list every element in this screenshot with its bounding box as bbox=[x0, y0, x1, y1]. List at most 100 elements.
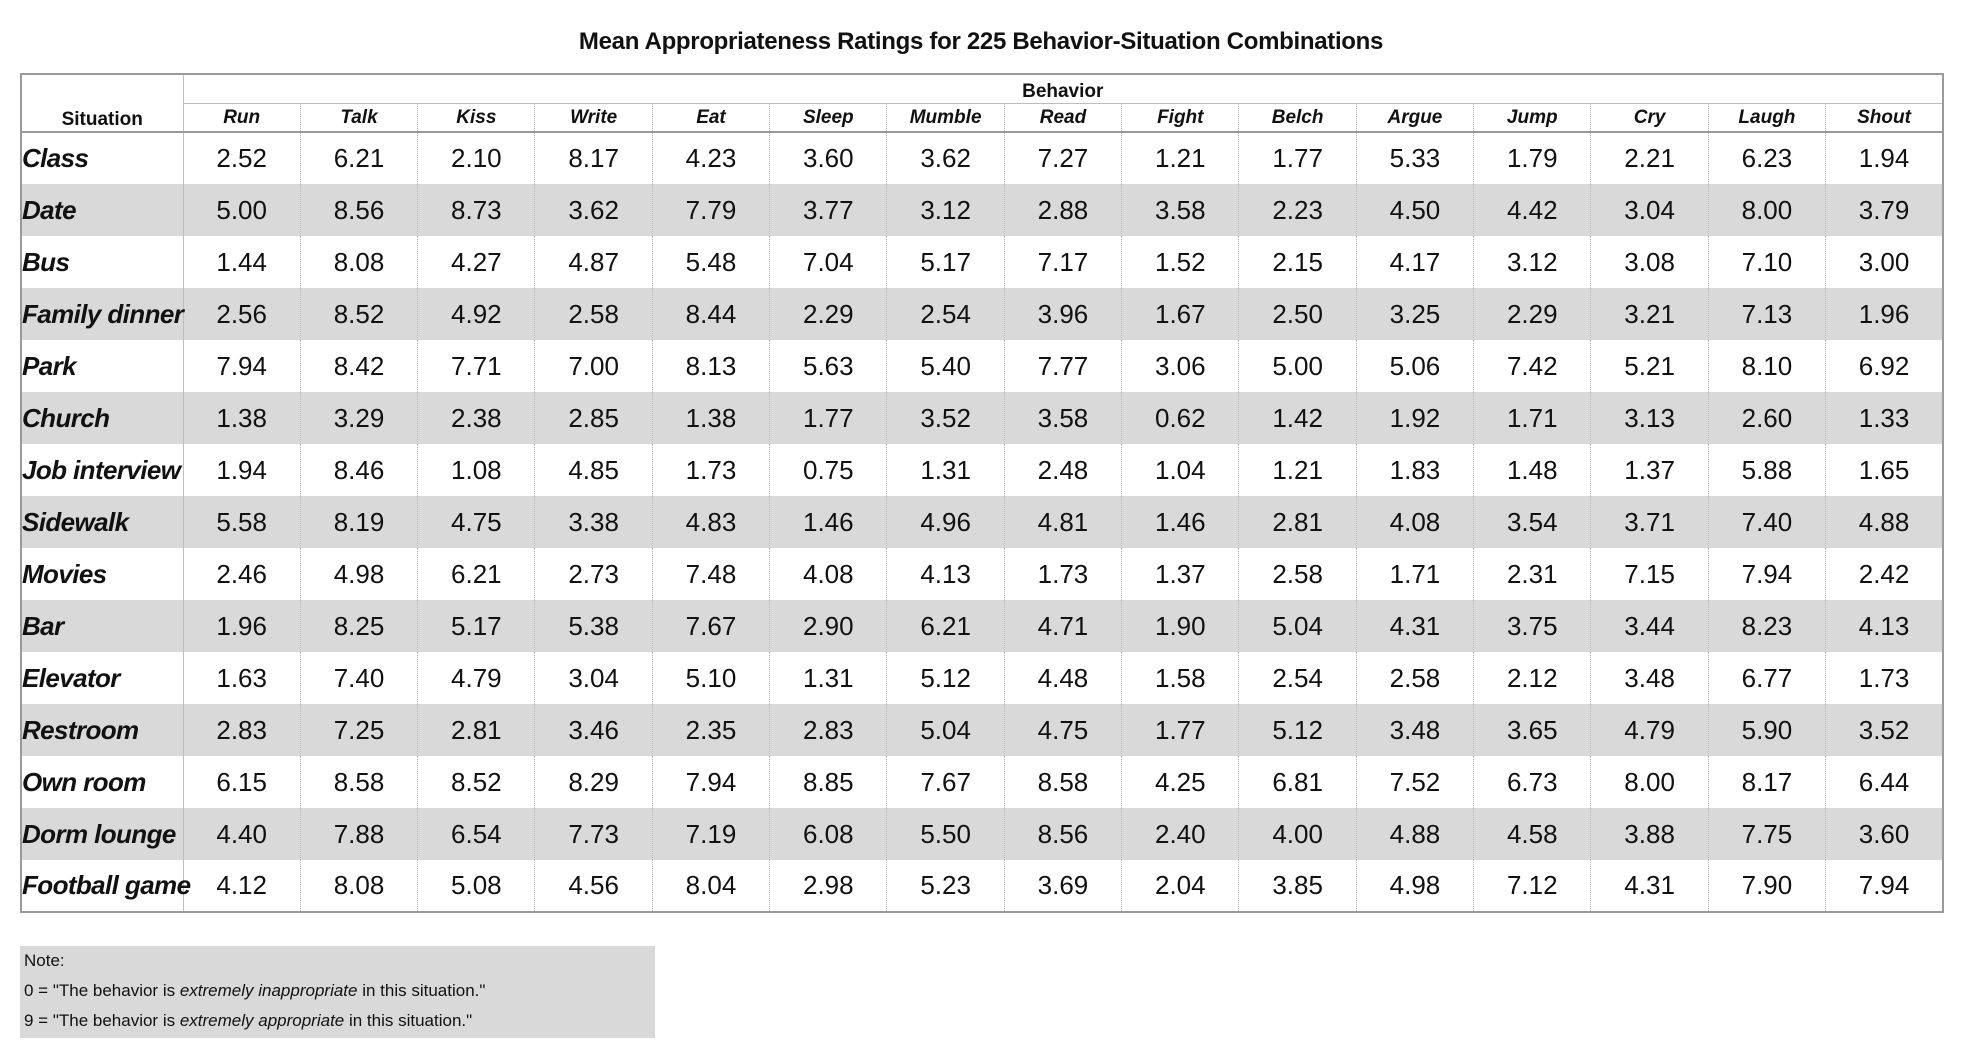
rating-cell: 3.69 bbox=[1003, 860, 1122, 912]
rating-cell: 3.00 bbox=[1825, 236, 1943, 288]
rating-cell: 2.60 bbox=[1707, 392, 1826, 444]
rating-cell: 0.62 bbox=[1121, 392, 1239, 444]
rating-cell: 4.98 bbox=[299, 548, 418, 600]
rating-cell: 2.58 bbox=[1355, 652, 1474, 704]
rating-cell: 7.94 bbox=[1825, 860, 1943, 912]
rating-cell: 6.77 bbox=[1707, 652, 1826, 704]
rating-cell: 1.21 bbox=[1121, 132, 1239, 184]
note-emphasis: extremely appropriate bbox=[179, 1011, 345, 1030]
rating-cell: 2.88 bbox=[1003, 184, 1122, 236]
rating-cell: 1.44 bbox=[182, 236, 301, 288]
rating-cell: 8.42 bbox=[299, 340, 418, 392]
rating-cell: 6.81 bbox=[1238, 756, 1357, 808]
rating-cell: 8.17 bbox=[1707, 756, 1826, 808]
rating-cell: 4.79 bbox=[1590, 704, 1709, 756]
table-title: Mean Appropriateness Ratings for 225 Beh… bbox=[578, 28, 1384, 55]
column-header-belch: Belch bbox=[1238, 103, 1357, 133]
rating-cell: 7.67 bbox=[651, 600, 770, 652]
rating-cell: 7.10 bbox=[1707, 236, 1826, 288]
rating-cell: 1.63 bbox=[182, 652, 301, 704]
note-line-nine: 9 = "The behavior is extremely appropria… bbox=[24, 1011, 473, 1030]
rating-cell: 1.94 bbox=[1825, 132, 1943, 184]
rating-cell: 2.15 bbox=[1238, 236, 1357, 288]
rating-cell: 1.46 bbox=[1121, 496, 1239, 548]
rating-cell: 8.56 bbox=[299, 184, 418, 236]
rating-cell: 7.90 bbox=[1707, 860, 1826, 912]
rating-cell: 2.31 bbox=[1473, 548, 1591, 600]
table-row: Restroom 2.83 7.25 2.81 3.46 2.35 2.83 5.04 4.75… bbox=[21, 704, 1943, 756]
rating-cell: 7.13 bbox=[1707, 288, 1826, 340]
rating-cell: 7.52 bbox=[1355, 756, 1474, 808]
rating-cell: 4.31 bbox=[1355, 600, 1474, 652]
rating-cell: 1.90 bbox=[1121, 600, 1239, 652]
situation-label: Elevator bbox=[22, 662, 120, 693]
rating-cell: 3.46 bbox=[534, 704, 653, 756]
rating-cell: 6.21 bbox=[417, 548, 535, 600]
rating-cell: 1.73 bbox=[1003, 548, 1122, 600]
rating-cell: 7.67 bbox=[886, 756, 1005, 808]
note-heading: Note: bbox=[24, 951, 65, 970]
rating-cell: 2.81 bbox=[1238, 496, 1357, 548]
rating-cell: 2.29 bbox=[1473, 288, 1591, 340]
situation-label: Movies bbox=[22, 558, 107, 589]
rating-cell: 3.13 bbox=[1590, 392, 1709, 444]
rating-cell: 7.48 bbox=[651, 548, 770, 600]
rating-cell: 1.42 bbox=[1238, 392, 1357, 444]
rating-cell: 3.06 bbox=[1121, 340, 1239, 392]
table-row: Football game 4.12 8.08 5.08 4.56 8.04 2.98 5.2… bbox=[21, 860, 1943, 912]
rating-cell: 1.71 bbox=[1355, 548, 1474, 600]
rating-cell: 5.12 bbox=[886, 652, 1005, 704]
rating-cell: 2.21 bbox=[1590, 132, 1709, 184]
rating-cell: 4.00 bbox=[1238, 808, 1357, 860]
rating-cell: 8.00 bbox=[1590, 756, 1709, 808]
rating-cell: 3.75 bbox=[1473, 600, 1591, 652]
rating-cell: 1.73 bbox=[651, 444, 770, 496]
rating-cell: 4.17 bbox=[1355, 236, 1474, 288]
rating-cell: 4.25 bbox=[1121, 756, 1239, 808]
column-header-kiss: Kiss bbox=[417, 103, 535, 133]
situation-label: Restroom bbox=[22, 714, 139, 745]
rating-cell: 3.12 bbox=[1473, 236, 1591, 288]
rating-cell: 4.56 bbox=[534, 860, 653, 912]
rating-cell: 3.48 bbox=[1355, 704, 1474, 756]
rating-cell: 5.17 bbox=[886, 236, 1005, 288]
rating-cell: 4.87 bbox=[534, 236, 653, 288]
rating-cell: 3.58 bbox=[1121, 184, 1239, 236]
rating-cell: 1.96 bbox=[182, 600, 301, 652]
rating-cell: 2.85 bbox=[534, 392, 653, 444]
rating-cell: 7.77 bbox=[1003, 340, 1122, 392]
rating-cell: 6.73 bbox=[1473, 756, 1591, 808]
table-row: Movies 2.46 4.98 6.21 2.73 7.48 4.08 4.13 1.73 1.… bbox=[21, 548, 1943, 600]
rating-cell: 4.79 bbox=[417, 652, 535, 704]
table-row: Bar 1.96 8.25 5.17 5.38 7.67 2.90 6.21 4.71 1.90 5… bbox=[21, 600, 1943, 652]
rating-cell: 5.17 bbox=[417, 600, 535, 652]
rating-cell: 5.00 bbox=[182, 184, 301, 236]
rating-cell: 1.31 bbox=[769, 652, 887, 704]
column-header-fight: Fight bbox=[1121, 103, 1239, 133]
rating-cell: 7.17 bbox=[1003, 236, 1122, 288]
rating-cell: 5.58 bbox=[182, 496, 301, 548]
column-header-argue: Argue bbox=[1355, 103, 1474, 133]
column-header-cry: Cry bbox=[1590, 103, 1709, 133]
rating-cell: 6.54 bbox=[417, 808, 535, 860]
situation-label: Bus bbox=[22, 246, 70, 277]
rating-cell: 1.38 bbox=[651, 392, 770, 444]
rating-cell: 3.54 bbox=[1473, 496, 1591, 548]
rating-cell: 2.90 bbox=[769, 600, 887, 652]
rating-cell: 4.31 bbox=[1590, 860, 1709, 912]
rating-cell: 7.15 bbox=[1590, 548, 1709, 600]
rating-cell: 4.42 bbox=[1473, 184, 1591, 236]
rating-cell: 7.19 bbox=[651, 808, 770, 860]
table-row: Church 1.38 3.29 2.38 2.85 1.38 1.77 3.52 3.58 0.… bbox=[21, 392, 1943, 444]
rating-cell: 2.81 bbox=[417, 704, 535, 756]
rating-cell: 8.08 bbox=[299, 860, 418, 912]
rating-cell: 3.58 bbox=[1003, 392, 1122, 444]
rating-cell: 4.98 bbox=[1355, 860, 1474, 912]
rating-cell: 1.08 bbox=[417, 444, 535, 496]
rating-cell: 8.46 bbox=[299, 444, 418, 496]
rating-cell: 3.52 bbox=[1825, 704, 1943, 756]
rating-cell: 7.94 bbox=[182, 340, 301, 392]
ratings-table: Situation Behavior Run Talk Kiss Write Eat Sl… bbox=[20, 73, 1944, 913]
rating-cell: 3.08 bbox=[1590, 236, 1709, 288]
rating-cell: 2.48 bbox=[1003, 444, 1122, 496]
